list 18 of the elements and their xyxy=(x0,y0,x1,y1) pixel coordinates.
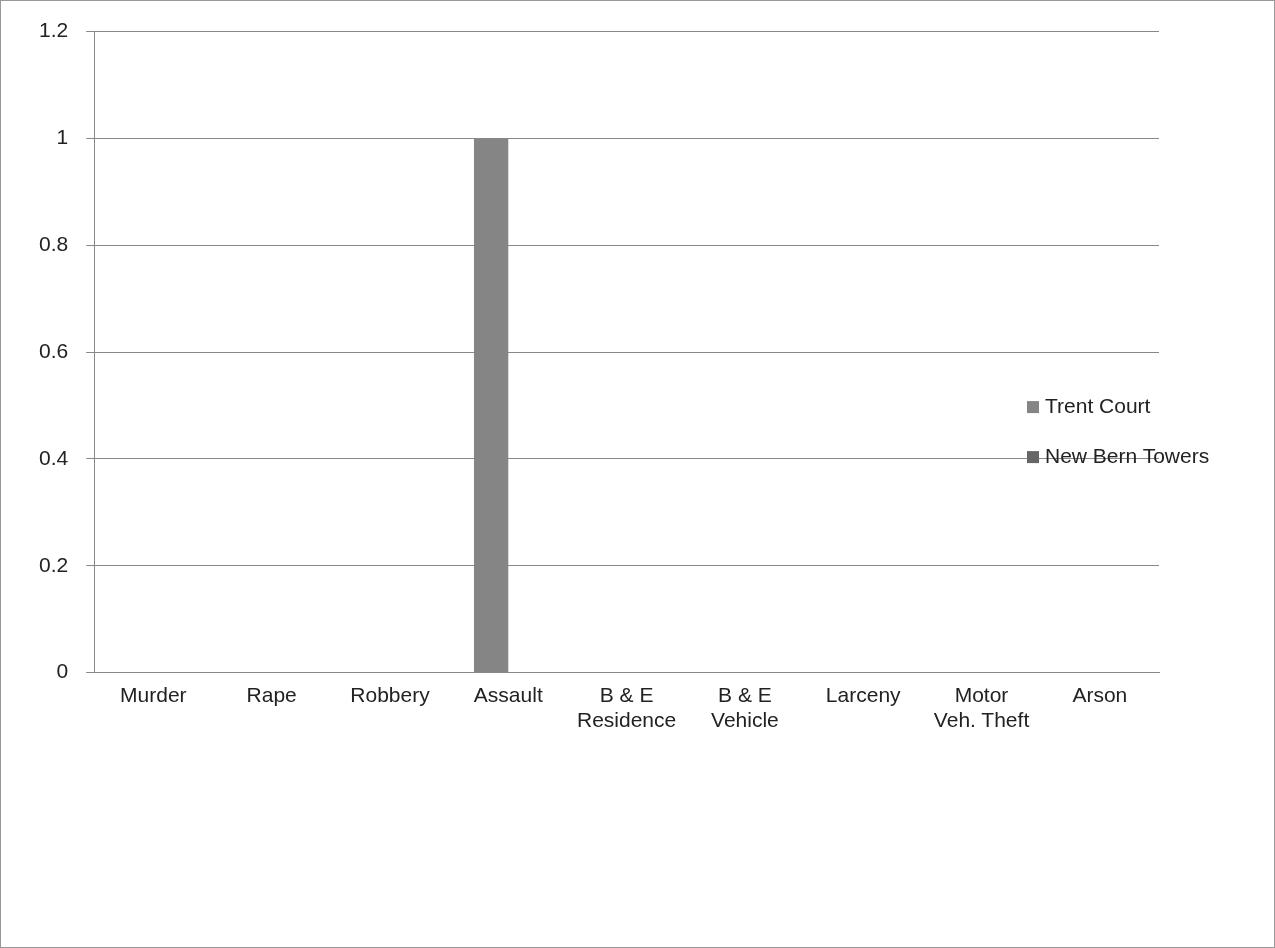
x-tick-label: B & E Vehicle xyxy=(711,683,779,732)
x-tick-label: Larceny xyxy=(825,683,902,706)
x-tick-label: Robbery xyxy=(350,683,431,706)
y-tick-label: 0 xyxy=(56,659,69,683)
y-tick-label: 1 xyxy=(56,125,69,149)
legend-label: Trent Court xyxy=(1045,393,1151,417)
legend-label: New Bern Towers xyxy=(1045,443,1210,467)
y-tick-label: 0.2 xyxy=(38,552,69,576)
y-tick-label: 0.8 xyxy=(38,232,69,256)
x-tick-label: Murder xyxy=(120,683,187,706)
y-tick-label: 0.4 xyxy=(38,445,69,469)
x-tick-label: Rape xyxy=(246,683,297,706)
x-tick-label: Assault xyxy=(473,683,543,706)
y-tick-label: 0.6 xyxy=(38,338,69,362)
x-tick-label: B & E Residence xyxy=(576,683,677,732)
x-tick-label: Arson xyxy=(1072,683,1128,706)
y-tick-label: 1.2 xyxy=(38,18,69,42)
x-tick-label: Motor Veh. Theft xyxy=(933,683,1030,732)
